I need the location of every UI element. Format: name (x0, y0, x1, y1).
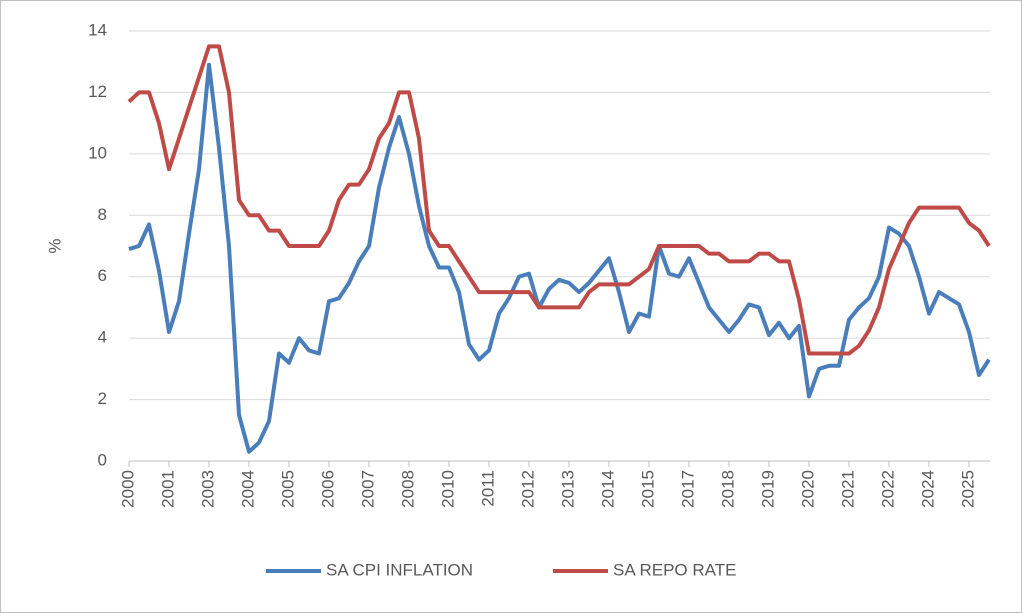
line-series (128, 62, 991, 454)
x-tick-label: 2014 (598, 470, 617, 508)
legend-label: SA REPO RATE (613, 560, 736, 579)
y-tick-label: 12 (88, 82, 107, 101)
x-tick-label: 2024 (918, 470, 937, 508)
x-tick-label: 2006 (318, 470, 337, 508)
y-tick-label: 10 (88, 143, 107, 162)
x-tick-label: 2018 (718, 470, 737, 508)
x-tick-label: 2001 (158, 470, 177, 508)
x-tick-label: 2004 (238, 470, 257, 508)
legend-label: SA CPI INFLATION (326, 560, 473, 579)
x-tick-label: 2015 (638, 470, 657, 508)
x-tick-label: 2020 (798, 470, 817, 508)
y-tick-label: 6 (98, 266, 107, 285)
x-tick-label: 2005 (278, 470, 297, 508)
x-tick-label: 2013 (558, 470, 577, 508)
x-tick-label: 2021 (838, 470, 857, 508)
x-tick-label: 2007 (358, 470, 377, 508)
x-tick-label: 2019 (758, 470, 777, 508)
y-tick-label: 8 (98, 205, 107, 224)
x-tick-label: 2011 (478, 470, 497, 507)
y-axis-label: % (45, 238, 64, 253)
x-tick-label: 2012 (518, 470, 537, 508)
x-tick-label: 2010 (438, 470, 457, 508)
x-tick-label: 2022 (878, 470, 897, 508)
y-tick-label: 2 (98, 389, 107, 408)
y-tick-label: 4 (98, 328, 107, 347)
y-tick-label: 0 (98, 450, 107, 469)
line-series (127, 44, 991, 356)
x-tick-label: 2000 (118, 470, 137, 508)
x-tick-label: 2025 (958, 470, 977, 508)
x-tick-label: 2003 (198, 470, 217, 508)
x-tick-label: 2008 (398, 470, 417, 508)
x-tick-label: 2017 (678, 470, 697, 508)
y-tick-label: 14 (88, 20, 107, 39)
